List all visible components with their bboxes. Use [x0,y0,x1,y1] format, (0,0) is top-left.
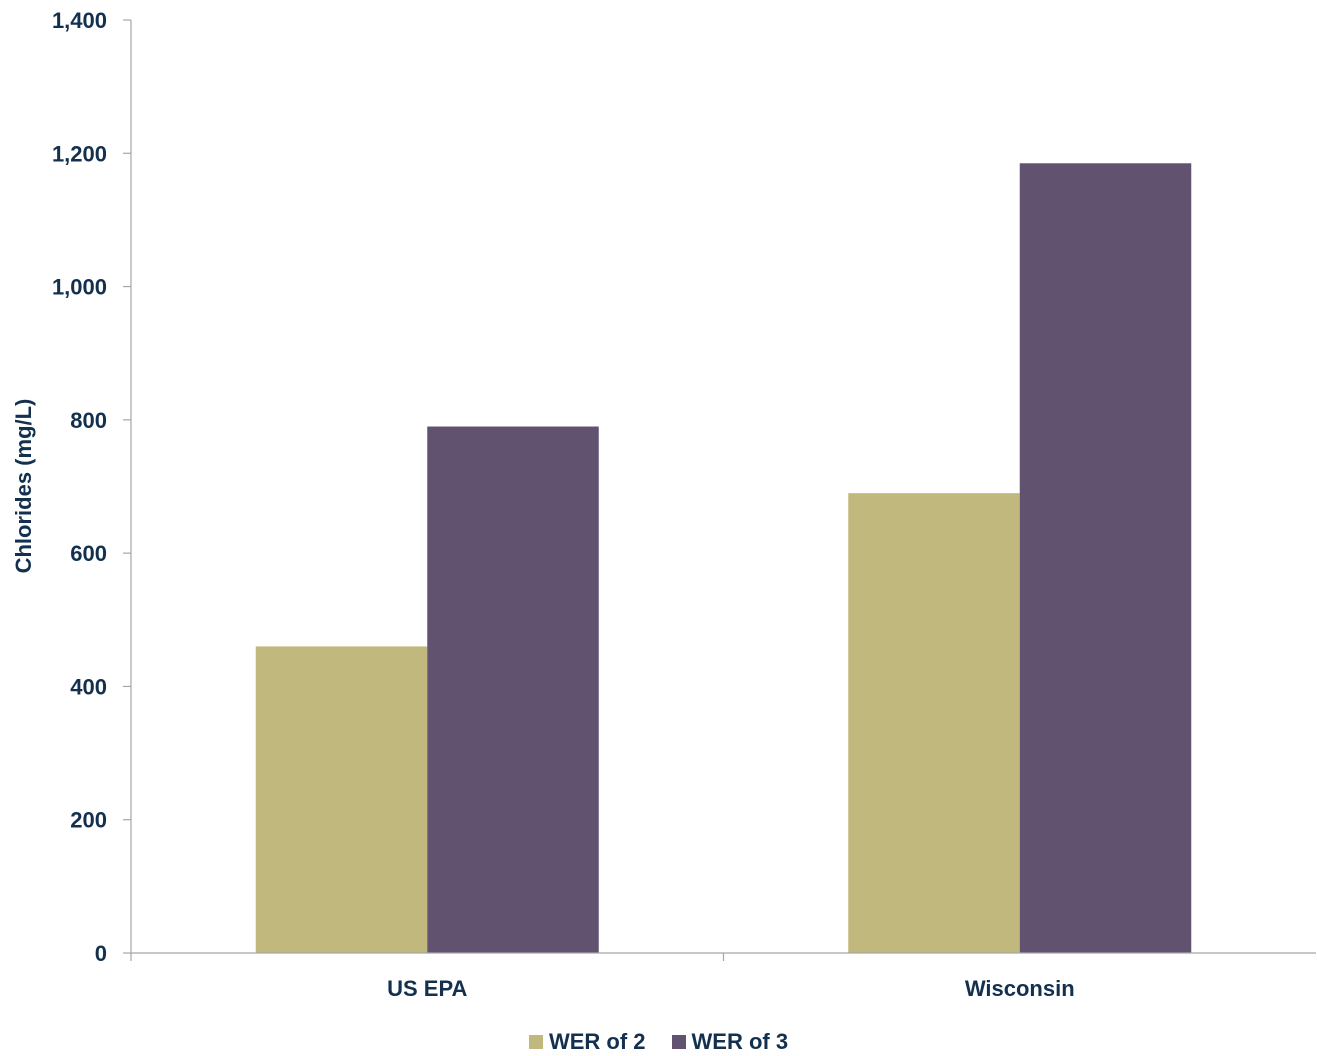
y-tick-label: 400 [70,674,107,699]
bars-group [255,163,1192,953]
x-tick-label: Wisconsin [965,976,1075,1001]
legend-swatch-wer-3 [671,1035,686,1049]
legend: WER of 2 WER of 3 [0,1028,1317,1056]
bar-us-epa-series-0 [255,646,428,953]
legend-label-wer-2: WER of 2 [548,1029,646,1054]
bar-wisconsin-series-0 [848,493,1020,953]
y-tick-label: 600 [70,541,107,566]
bar-wisconsin-series-1 [1019,163,1192,953]
y-tick-label: 1,000 [52,275,107,300]
y-axis-label-group: Chlorides (mg/L) [11,399,36,574]
y-tick-label: 200 [70,808,107,833]
y-tick-label: 1,400 [52,8,107,33]
legend-label-wer-3: WER of 3 [691,1029,789,1054]
bar-us-epa-series-1 [427,426,599,953]
legend-swatch-wer-2 [528,1035,543,1049]
y-tick-label: 0 [95,941,107,966]
legend-item-wer-3: WER of 3 [671,1029,789,1055]
y-tick-label: 1,200 [52,141,107,166]
bar-chart-svg: Chlorides (mg/L) 0 200 400 600 800 1,000 1,200… [11,8,1316,1001]
y-tick-label: 800 [70,408,107,433]
legend-item-wer-2: WER of 2 [528,1029,646,1055]
x-tick-label: US EPA [387,976,467,1001]
y-axis-label: Chlorides (mg/L) [11,399,36,574]
ticks-group: 0 200 400 600 800 1,000 1,200 1,400 US EPA Wiscon… [52,8,1075,1001]
